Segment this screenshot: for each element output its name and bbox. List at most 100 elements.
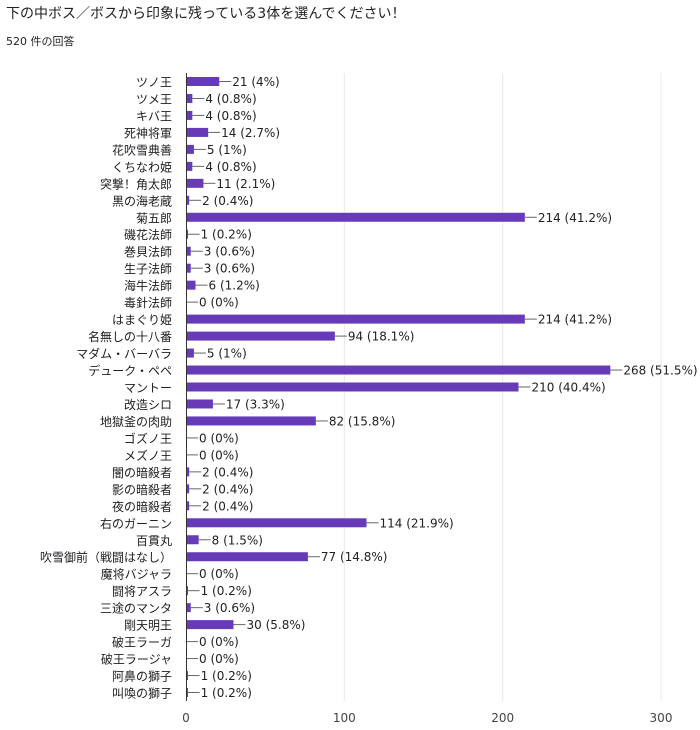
- bar: [187, 280, 196, 290]
- bar: [187, 365, 611, 375]
- bar: [187, 144, 194, 154]
- data-label: 2 (0.4%): [202, 499, 253, 513]
- data-label: 214 (41.2%): [538, 313, 612, 327]
- category-label: 花吹雪典善: [112, 142, 172, 157]
- response-count: 520 件の回答: [6, 35, 75, 48]
- data-label: 210 (40.4%): [532, 381, 606, 395]
- data-label: 94 (18.1%): [348, 330, 415, 344]
- category-label: 破王ラージャ: [101, 652, 172, 667]
- bar: [187, 620, 234, 630]
- bar: [187, 246, 191, 256]
- category-label: くちなわ姫: [112, 160, 172, 174]
- data-label: 8 (1.5%): [212, 533, 263, 547]
- bar: [187, 501, 190, 511]
- data-label: 1 (0.2%): [201, 686, 252, 700]
- category-label: 生子法師: [124, 262, 172, 276]
- data-label: 0 (0%): [199, 296, 239, 310]
- category-label: マントー: [124, 381, 172, 395]
- data-label: 0 (0%): [199, 567, 239, 581]
- data-label: 5 (1%): [207, 143, 247, 157]
- category-label: はまぐり姫: [112, 313, 172, 327]
- data-label: 3 (0.6%): [204, 245, 255, 259]
- data-label: 1 (0.2%): [201, 669, 252, 683]
- category-label: 夜の暗殺者: [112, 499, 172, 514]
- category-label: 影の暗殺者: [112, 482, 172, 497]
- bar: [187, 178, 204, 188]
- bar: [187, 586, 188, 596]
- bar: [187, 229, 188, 239]
- category-label: メズノ王: [124, 448, 172, 463]
- category-label: 海牛法師: [124, 278, 172, 293]
- bar: [187, 552, 308, 562]
- category-label: 吹雪御前（戦闘はなし）: [40, 550, 172, 565]
- data-label: 11 (2.1%): [216, 177, 275, 191]
- bar: [187, 467, 190, 477]
- data-label: 3 (0.6%): [204, 601, 255, 615]
- category-label: 菊五郎: [136, 211, 172, 225]
- category-label: 毒針法師: [124, 295, 172, 310]
- data-label: 5 (1%): [207, 347, 247, 361]
- category-label: ツメ王: [136, 92, 172, 106]
- bar: [187, 110, 193, 120]
- category-label: 突撃！角太郎: [100, 176, 172, 191]
- bar: [187, 671, 188, 681]
- category-label: マダム・バーバラ: [76, 346, 172, 361]
- data-label: 21 (4%): [232, 75, 279, 89]
- data-label: 214 (41.2%): [538, 211, 612, 225]
- data-label: 4 (0.8%): [205, 160, 256, 174]
- data-label: 6 (1.2%): [209, 279, 260, 293]
- x-tick-label: 300: [650, 711, 673, 725]
- category-label: 破王ラーガ: [112, 635, 172, 650]
- category-label: 闇の暗殺者: [112, 465, 172, 480]
- category-label: 阿鼻の獅子: [112, 669, 172, 684]
- data-label: 17 (3.3%): [226, 397, 285, 411]
- bar: [187, 314, 525, 324]
- bar: [187, 518, 367, 528]
- bar: [187, 331, 335, 341]
- bar: [187, 603, 191, 613]
- category-label: 死神将軍: [124, 126, 172, 140]
- category-label: 剛天明王: [124, 619, 172, 633]
- bar: [187, 348, 194, 358]
- category-label: 叫喚の獅子: [112, 687, 172, 701]
- bar: [187, 484, 190, 494]
- bar: [187, 688, 188, 698]
- data-label: 1 (0.2%): [201, 228, 252, 242]
- category-label: 三途のマンタ: [100, 601, 172, 616]
- data-label: 14 (2.7%): [221, 126, 280, 140]
- category-label: 闘将アスラ: [112, 585, 172, 599]
- data-label: 2 (0.4%): [202, 194, 253, 208]
- bar: [187, 535, 199, 545]
- x-tick-label: 0: [182, 711, 190, 725]
- bar: [187, 195, 190, 205]
- bar: [187, 127, 209, 137]
- data-label: 4 (0.8%): [205, 109, 256, 123]
- data-label: 0 (0%): [199, 635, 239, 649]
- x-tick-label: 100: [333, 711, 356, 725]
- data-label: 2 (0.4%): [202, 482, 253, 496]
- data-label: 3 (0.6%): [204, 262, 255, 276]
- category-label: ツノ王: [136, 75, 172, 89]
- category-label: キバ王: [136, 109, 172, 123]
- category-label: ゴズノ王: [124, 431, 172, 446]
- category-label: 百貫丸: [136, 534, 172, 548]
- data-label: 30 (5.8%): [247, 618, 306, 632]
- bar: [187, 161, 193, 171]
- bar: [187, 416, 316, 426]
- data-label: 4 (0.8%): [205, 92, 256, 106]
- bar: [187, 399, 213, 409]
- category-label: 地獄釜の肉助: [100, 414, 172, 429]
- data-label: 268 (51.5%): [623, 364, 697, 378]
- data-label: 114 (21.9%): [380, 516, 454, 530]
- x-tick-label: 200: [491, 711, 514, 725]
- bar: [187, 93, 193, 103]
- category-label: デューク・ペペ: [88, 363, 172, 378]
- data-label: 0 (0%): [199, 431, 239, 445]
- data-label: 0 (0%): [199, 448, 239, 462]
- category-label: 黒の海老蔵: [112, 193, 172, 208]
- data-label: 2 (0.4%): [202, 465, 253, 479]
- category-label: 魔将バジャラ: [101, 567, 172, 582]
- bar: [187, 263, 191, 273]
